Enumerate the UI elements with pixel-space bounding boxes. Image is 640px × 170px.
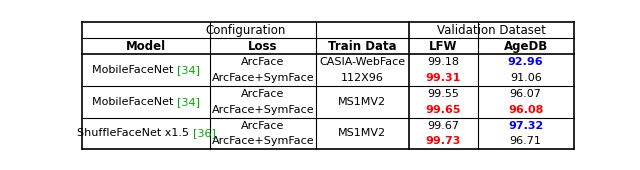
Text: 99.67: 99.67 xyxy=(428,121,460,131)
Text: MS1MV2: MS1MV2 xyxy=(339,97,387,107)
Text: 99.18: 99.18 xyxy=(428,57,460,67)
Text: CASIA-WebFace: CASIA-WebFace xyxy=(319,57,405,67)
Text: 99.31: 99.31 xyxy=(426,73,461,83)
Text: 99.73: 99.73 xyxy=(426,136,461,146)
Text: 96.71: 96.71 xyxy=(509,136,541,146)
Text: ShuffleFaceNet x1.5: ShuffleFaceNet x1.5 xyxy=(77,129,193,138)
Text: 99.65: 99.65 xyxy=(426,105,461,115)
Text: [36]: [36] xyxy=(193,129,216,138)
Text: ArcFace+SymFace: ArcFace+SymFace xyxy=(212,73,314,83)
Text: 97.32: 97.32 xyxy=(508,121,543,131)
Text: 96.08: 96.08 xyxy=(508,105,543,115)
Text: Validation Dataset: Validation Dataset xyxy=(437,24,546,37)
Text: AgeDB: AgeDB xyxy=(504,40,548,53)
Text: 91.06: 91.06 xyxy=(510,73,541,83)
Text: [34]: [34] xyxy=(177,65,200,75)
Text: MS1MV2: MS1MV2 xyxy=(339,129,387,138)
Text: ArcFace: ArcFace xyxy=(241,57,285,67)
Text: ArcFace: ArcFace xyxy=(241,121,285,131)
Text: Train Data: Train Data xyxy=(328,40,397,53)
Text: 92.96: 92.96 xyxy=(508,57,543,67)
Text: 112X96: 112X96 xyxy=(341,73,384,83)
Text: 99.55: 99.55 xyxy=(428,89,460,99)
Text: LFW: LFW xyxy=(429,40,458,53)
Text: Model: Model xyxy=(126,40,166,53)
Text: Configuration: Configuration xyxy=(205,24,286,37)
Text: Loss: Loss xyxy=(248,40,278,53)
Text: ArcFace: ArcFace xyxy=(241,89,285,99)
Text: 96.07: 96.07 xyxy=(509,89,541,99)
Text: MobileFaceNet: MobileFaceNet xyxy=(92,97,177,107)
Text: ArcFace+SymFace: ArcFace+SymFace xyxy=(212,136,314,146)
Text: [34]: [34] xyxy=(177,97,200,107)
Text: MobileFaceNet: MobileFaceNet xyxy=(92,65,177,75)
Text: ArcFace+SymFace: ArcFace+SymFace xyxy=(212,105,314,115)
